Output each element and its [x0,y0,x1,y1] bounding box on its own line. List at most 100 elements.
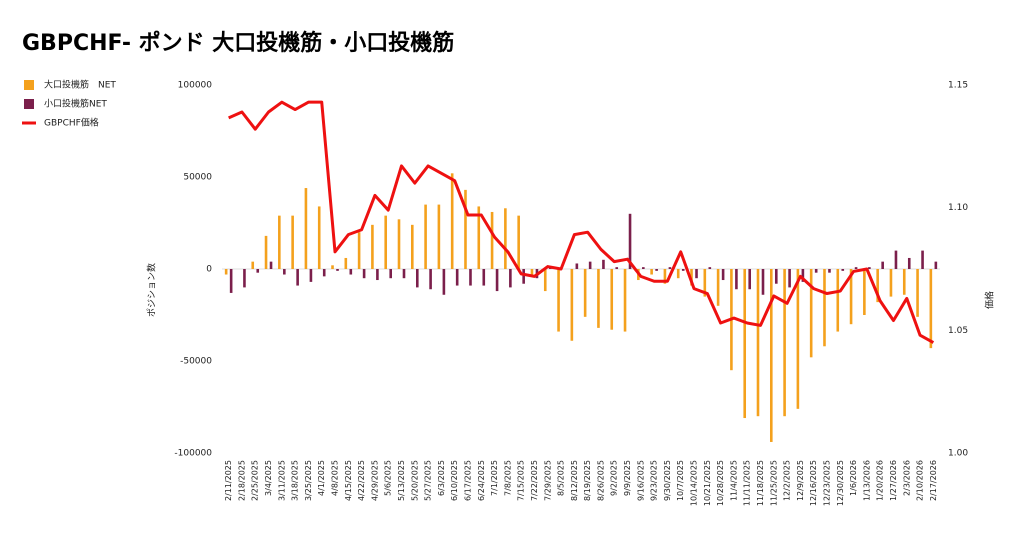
bar [588,261,592,269]
x-tick-label: 9/23/2025 [650,460,659,501]
bar [424,204,427,269]
x-tick-label: 4/15/2025 [344,460,353,501]
x-tick-label: 7/1/2025 [490,460,499,496]
legend-label: 小口投機筋NET [44,98,107,110]
bar [929,269,933,349]
bar [344,257,348,269]
bar [402,269,406,279]
x-tick-label: 3/4/2025 [264,460,273,496]
bar [841,269,845,271]
bar [642,267,645,269]
bar [610,269,614,330]
bar [331,265,334,269]
bar [264,235,268,269]
bar [229,269,233,293]
bar [371,224,374,269]
x-tick-label: 4/8/2025 [331,460,340,496]
bar [490,211,494,269]
x-tick-label: 10/28/2025 [716,460,725,506]
y-tick-label: -100000 [174,449,212,459]
y2-tick-label: 1.10 [948,203,968,213]
bar [663,269,667,284]
bar [828,269,831,273]
bar [703,269,707,297]
bar [743,269,747,419]
bar [495,269,499,292]
bar [362,269,366,279]
bar [278,215,281,269]
legend-label: GBPCHF価格 [44,117,99,129]
bar [477,206,481,269]
bar [283,269,286,275]
bar [251,261,255,269]
y2-tick-label: 1.05 [948,326,968,336]
bar [243,269,246,288]
bar [868,267,871,269]
x-tick-label: 3/25/2025 [304,460,313,501]
x-tick-label: 5/13/2025 [397,460,406,501]
x-tick-label: 1/6/2026 [849,460,858,496]
legend-swatch [24,99,34,109]
bar [522,269,525,284]
x-tick-label: 2/18/2025 [237,460,246,501]
x-tick-label: 10/21/2025 [703,460,712,506]
y-tick-label: 50000 [183,173,212,183]
x-tick-label: 7/22/2025 [530,460,539,501]
bar [291,215,294,269]
bar [304,188,308,269]
bar [469,269,472,286]
bar [570,269,574,341]
bar [854,267,858,269]
bar [788,269,791,288]
bar [650,269,653,275]
bar [256,269,260,273]
bar [442,269,446,295]
x-tick-label: 11/18/2025 [756,460,765,506]
x-tick-label: 6/10/2025 [450,460,459,501]
bar [735,269,738,290]
x-tick-label: 4/29/2025 [370,460,379,501]
bar [809,269,813,358]
bar [756,269,760,417]
x-tick-label: 12/2/2025 [783,460,792,501]
x-tick-label: 12/9/2025 [796,460,805,501]
x-tick-label: 12/23/2025 [822,460,831,506]
bar [655,269,658,271]
bar [934,261,938,269]
bar [429,269,432,290]
x-tick-label: 9/16/2025 [636,460,645,501]
bar [269,261,273,269]
y-axis-label: ポジション数 [146,263,158,317]
y2-tick-label: 1.00 [948,449,968,459]
bar [376,269,379,281]
x-tick-label: 12/30/2025 [836,460,845,506]
bar [322,269,326,277]
x-tick-label: 11/25/2025 [769,460,778,506]
bar [317,206,321,269]
x-tick-label: 1/13/2026 [862,460,871,501]
legend-swatch [24,80,34,90]
bar [921,250,924,269]
bar [796,269,800,409]
x-tick-label: 5/20/2025 [410,460,419,501]
bar [628,213,632,269]
bar [907,257,911,269]
bar [708,267,712,269]
bar [836,269,840,332]
bar [517,215,520,269]
bar [397,219,401,269]
x-tick-label: 7/29/2025 [543,460,552,501]
bar [575,263,579,269]
bar [623,269,627,332]
x-tick-label: 5/6/2025 [384,460,393,496]
x-tick-label: 12/16/2025 [809,460,818,506]
y-tick-label: 100000 [178,81,213,91]
x-tick-label: 5/27/2025 [424,460,433,501]
bar [615,267,619,269]
x-tick-label: 2/17/2026 [929,460,938,501]
x-tick-label: 11/4/2025 [729,460,738,501]
x-tick-label: 1/27/2026 [889,460,898,501]
bar [450,173,454,269]
bar [349,269,353,275]
